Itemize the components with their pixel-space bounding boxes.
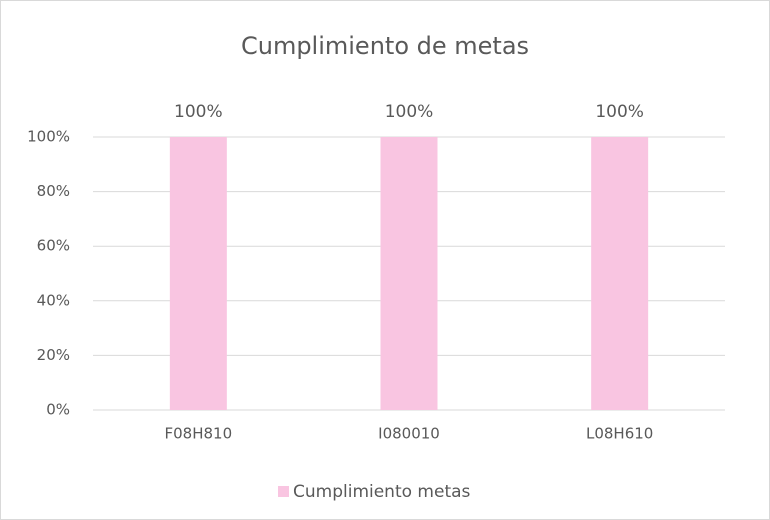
y-tick-label: 20%	[37, 346, 70, 364]
y-tick-label: 40%	[37, 291, 70, 309]
y-tick-label: 100%	[27, 128, 70, 146]
legend-swatch	[278, 486, 289, 497]
data-label: 100%	[595, 102, 644, 122]
legend-label: Cumplimiento metas	[293, 482, 471, 502]
y-tick-label: 80%	[37, 182, 70, 200]
bar	[169, 137, 227, 410]
x-tick-label: L08H610	[586, 425, 653, 443]
data-label: 100%	[174, 102, 223, 122]
chart-title: Cumplimiento de metas	[241, 32, 529, 60]
data-label: 100%	[385, 102, 434, 122]
bar	[380, 137, 438, 410]
y-tick-label: 60%	[37, 237, 70, 255]
x-tick-label: I080010	[378, 425, 440, 443]
y-tick-label: 0%	[46, 401, 70, 419]
x-tick-label: F08H810	[165, 425, 233, 443]
bar	[591, 137, 649, 410]
